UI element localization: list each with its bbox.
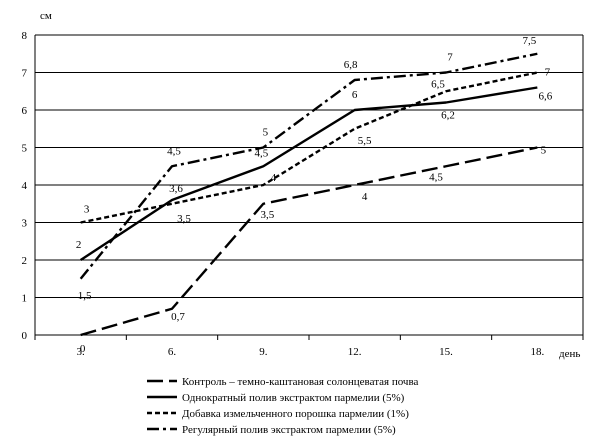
legend-label: Добавка измельченного порошка пармелии (… — [182, 408, 409, 420]
x-tick-label: 6. — [168, 346, 177, 358]
data-label: 6,5 — [431, 78, 445, 90]
y-tick-label: 6 — [22, 105, 28, 117]
y-tick-label: 7 — [22, 68, 28, 80]
data-label: 6,8 — [344, 59, 358, 71]
y-tick-label: 0 — [22, 330, 28, 342]
data-label: 1,5 — [78, 290, 92, 302]
data-labels: 0 0,7 3,5 4 4,5 5 2 3,6 4,5 6 6,2 6,6 3 3,5 4 5,5 6,5 7 1,… — [76, 35, 553, 355]
series-line — [80, 146, 538, 337]
x-tick-label: 3. — [77, 346, 86, 358]
y-tick-label: 2 — [22, 255, 28, 267]
x-axis-title: день — [559, 348, 580, 360]
data-label: 0,7 — [171, 311, 185, 323]
axes: 0 1 2 3 4 5 6 7 8 3. 6. 9. 12. 15. 18. — [22, 30, 584, 358]
data-label: 4,5 — [167, 145, 181, 157]
legend: Контроль – темно-каштановая солонцеватая… — [147, 376, 419, 436]
series-line — [80, 86, 538, 262]
data-label: 2 — [76, 239, 82, 251]
data-label: 7 — [545, 67, 551, 79]
x-tick-label: 15. — [439, 346, 453, 358]
data-label: 3 — [84, 204, 90, 216]
data-label: 4,5 — [254, 147, 268, 159]
data-label: 3,6 — [169, 183, 183, 195]
x-tick-label: 12. — [348, 346, 362, 358]
data-label: 3,5 — [177, 213, 191, 225]
data-label: 4 — [362, 191, 368, 203]
data-label: 5 — [541, 145, 547, 157]
x-tick-label: 18. — [530, 346, 544, 358]
legend-label: Однократный полив экстрактом пармелии (5… — [182, 392, 405, 404]
data-label: 3,5 — [260, 209, 274, 221]
y-axis-title: см — [40, 10, 52, 22]
data-label: 6 — [352, 89, 358, 101]
data-label: 5,5 — [358, 135, 372, 147]
data-label: 6,6 — [538, 91, 552, 103]
data-label: 7,5 — [522, 35, 536, 47]
data-label: 4 — [271, 172, 277, 184]
y-tick-label: 8 — [22, 30, 28, 42]
x-tick-label: 9. — [259, 346, 268, 358]
y-tick-label: 4 — [22, 180, 28, 192]
y-tick-label: 1 — [22, 293, 28, 305]
grid-lines — [35, 34, 583, 298]
data-label: 0 — [80, 343, 86, 355]
data-label: 7 — [447, 52, 453, 64]
series-line — [79, 52, 538, 280]
legend-label: Регулярный полив экстрактом пармелии (5%… — [182, 424, 396, 436]
y-tick-label: 3 — [22, 218, 28, 230]
data-label: 4,5 — [429, 171, 443, 183]
legend-label: Контроль – темно-каштановая солонцеватая… — [182, 376, 419, 388]
series-lines — [79, 52, 538, 337]
y-tick-label: 5 — [22, 143, 28, 155]
data-label: 6,2 — [441, 110, 455, 122]
series-line — [80, 71, 538, 224]
data-label: 5 — [263, 127, 269, 139]
